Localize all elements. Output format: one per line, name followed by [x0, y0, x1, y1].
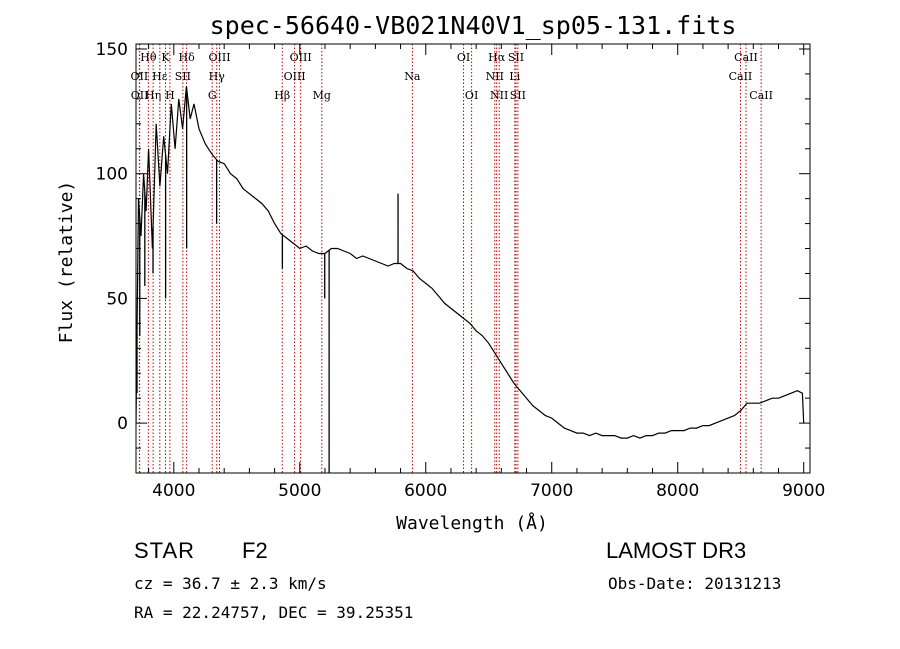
- spectral-line-label: OI: [457, 51, 470, 64]
- spectral-line-label: SII: [508, 51, 524, 64]
- spectral-line-label: OII: [131, 89, 149, 102]
- coordinates: RA = 22.24757, DEC = 39.25351: [134, 603, 414, 622]
- x-tick-label: 5000: [278, 481, 321, 501]
- spectral-line-label: Hδ: [179, 51, 196, 64]
- spectral-line-label: OIII: [290, 51, 312, 64]
- spectral-line-label: OIII: [284, 70, 306, 83]
- redshift-velocity: cz = 36.7 ± 2.3 km/s: [134, 574, 327, 593]
- object-class: STAR: [134, 538, 196, 563]
- y-axis-label: Flux (relative): [56, 181, 77, 344]
- x-tick-label: 4000: [152, 481, 195, 501]
- spectral-line-label: Hβ: [274, 89, 290, 102]
- y-tick-label: 0: [117, 414, 128, 434]
- spectral-line-label: CaII: [729, 70, 753, 83]
- x-axis-label: Wavelength (Å): [396, 512, 548, 534]
- spectral-line-label: Hα: [488, 51, 506, 64]
- y-tick-label: 50: [106, 289, 128, 309]
- spectral-line-label: OI: [465, 89, 478, 102]
- spectral-line-label: NII: [486, 70, 504, 83]
- spectral-line-label: Mg: [313, 89, 331, 102]
- object-subclass: F2: [242, 538, 268, 563]
- y-tick-label: 100: [96, 165, 128, 185]
- spectral-line-label: Hθ: [140, 51, 157, 64]
- spectral-line-label: Li: [509, 70, 520, 83]
- x-tick-label: 9000: [782, 481, 825, 501]
- x-tick-label: 6000: [404, 481, 447, 501]
- x-tick-label: 7000: [530, 481, 573, 501]
- spectral-line-label: NII: [490, 89, 508, 102]
- spectral-line-label: SII: [510, 89, 526, 102]
- y-tick-label: 150: [96, 40, 128, 60]
- spectral-line-label: G: [208, 89, 217, 102]
- spectral-line-label: CaII: [734, 51, 758, 64]
- chart-title: spec-56640-VB021N40V1_sp05-131.fits: [210, 11, 737, 40]
- spectral-line-label: CaII: [749, 89, 773, 102]
- observation-date: Obs-Date: 20131213: [608, 574, 782, 593]
- spectral-line-label: SII: [175, 70, 191, 83]
- spectral-line-label: K: [161, 51, 170, 64]
- spectral-line-label: Hη: [145, 89, 161, 102]
- spectral-line-label: Hε: [152, 70, 168, 83]
- spectral-line-label: Na: [404, 70, 421, 83]
- plot-frame: [135, 43, 811, 474]
- spectral-line-label: OIII: [208, 51, 230, 64]
- spectrum-flux-line: [136, 86, 805, 439]
- spectral-line-label: H: [165, 89, 175, 102]
- survey-name: LAMOST DR3: [606, 538, 747, 563]
- spectral-line-label: Hγ: [209, 70, 226, 83]
- x-tick-label: 8000: [656, 481, 699, 501]
